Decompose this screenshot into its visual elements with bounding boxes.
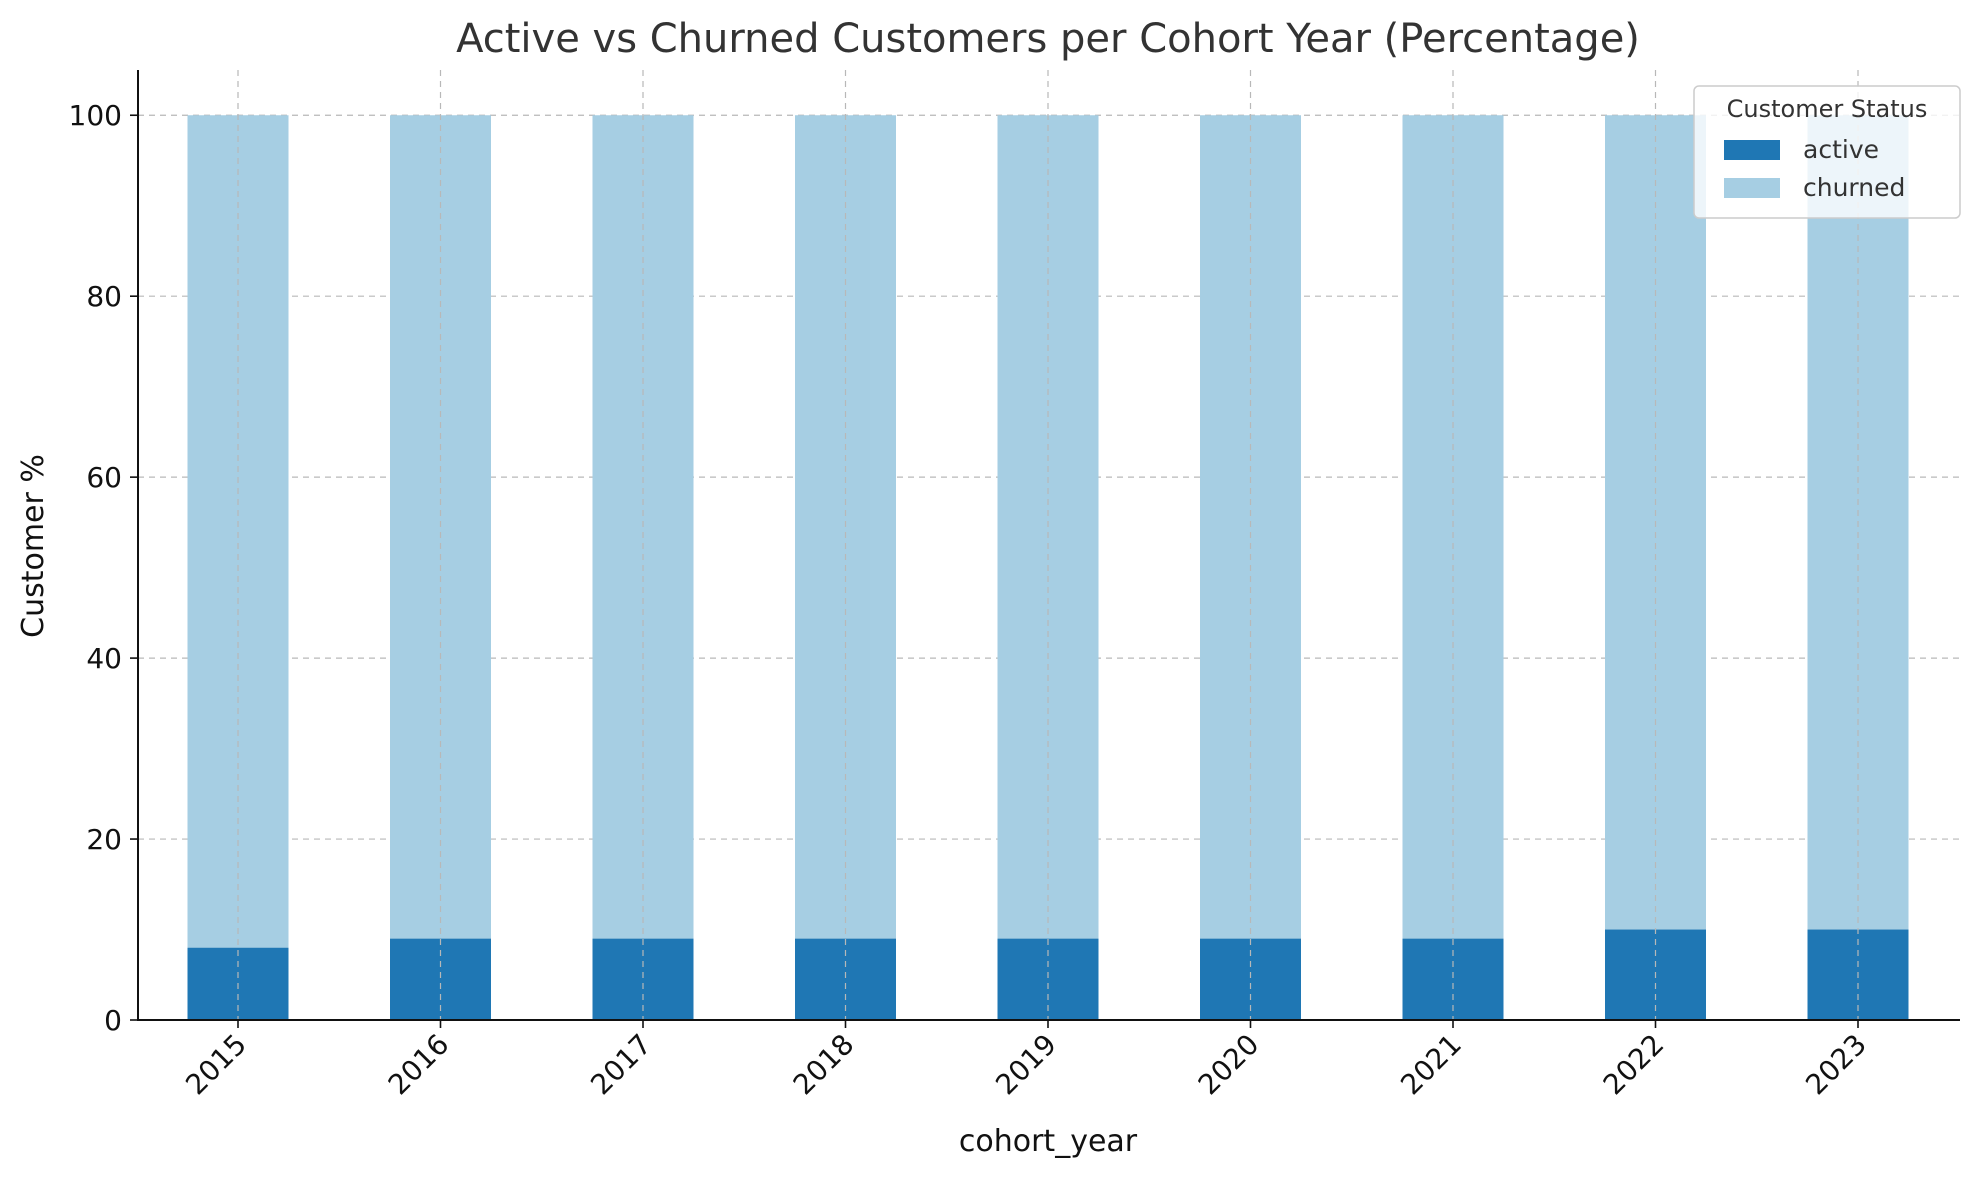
x-tick-label: 2018 [787,1028,861,1102]
chart-title: Active vs Churned Customers per Cohort Y… [456,16,1640,62]
legend: Customer Status active churned [1693,85,1961,219]
legend-label-churned: churned [1803,173,1905,202]
x-tick-label: 2015 [179,1028,253,1102]
x-tick-label: 2022 [1597,1028,1671,1102]
x-axis-label: cohort_year [959,1124,1138,1159]
y-tick-label: 100 [69,99,122,132]
x-tick-label: 2019 [989,1028,1063,1102]
x-tick-label: 2021 [1394,1028,1468,1102]
y-tick-label: 20 [86,823,122,856]
y-axis-label: Customer % [16,454,51,638]
legend-label-active: active [1803,135,1879,164]
y-tick-label: 60 [86,461,122,494]
y-tick-label: 80 [86,280,122,313]
x-tick-label: 2017 [584,1028,658,1102]
y-tick-label: 40 [86,642,122,675]
legend-swatch-active [1724,140,1780,160]
x-tick-label: 2023 [1799,1028,1873,1102]
legend-title: Customer Status [1727,95,1928,123]
legend-swatch-churned [1724,178,1780,198]
x-tick-label: 2020 [1192,1028,1266,1102]
y-tick-label: 0 [104,1004,122,1037]
x-tick-label: 2016 [382,1028,456,1102]
